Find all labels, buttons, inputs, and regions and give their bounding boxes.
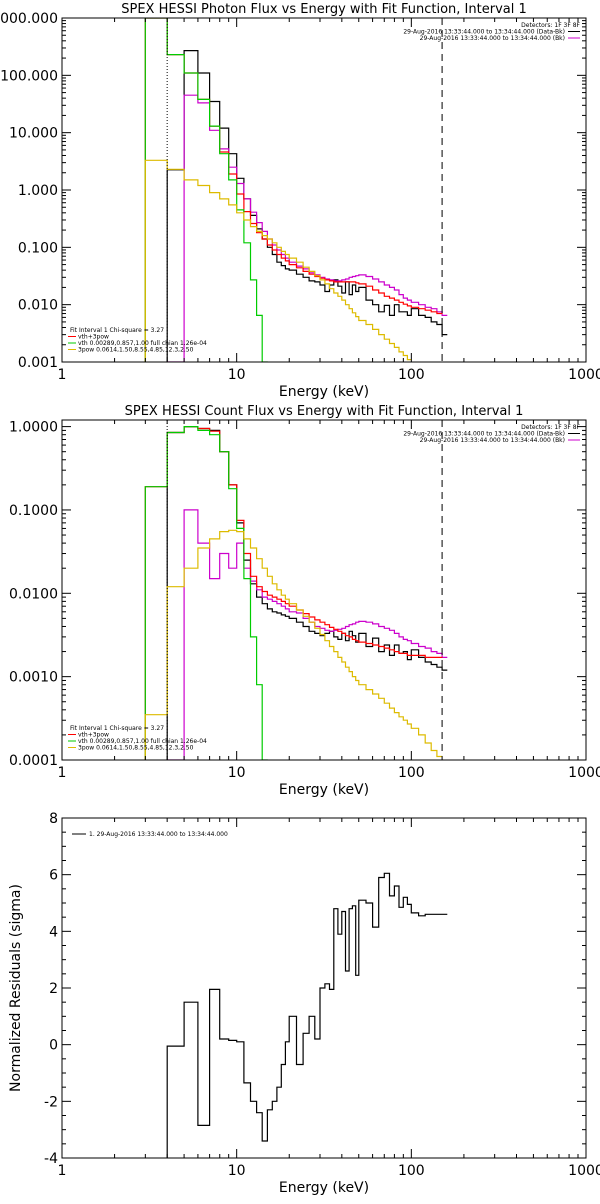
y-tick-label: 0.1000 — [9, 503, 58, 519]
y-tick-label: 1000.000 — [0, 11, 58, 27]
legend-entry: vth+3pow — [78, 732, 109, 739]
x-tick-label: 100 — [398, 367, 425, 383]
y-tick-label: 1.0000 — [9, 420, 58, 436]
series-group — [166, 872, 448, 1158]
legend-entry: Detectors: 1F 3F 8F — [521, 424, 580, 431]
x-tick-label: 10 — [228, 765, 246, 781]
x-axis-label: Energy (keV) — [279, 782, 369, 798]
y-tick-label: 6 — [49, 868, 58, 884]
y-tick-label: 2 — [49, 981, 58, 997]
x-axis-label: Energy (keV) — [279, 384, 369, 400]
legend-entry: Fit Interval 1 Chi-square = 3.27 — [70, 327, 164, 334]
series-line-2 — [167, 94, 448, 362]
chart-panel-2: 1 10 100 1000 0.0001 0.0010 0.0100 0.1000 1.0000… — [9, 404, 600, 798]
y-tick-label: 0.0010 — [9, 670, 58, 686]
series-line-4 — [144, 426, 268, 760]
x-tick-label: 10 — [228, 367, 246, 383]
chart-panel-3: 1 10 100 1000 -4 -2 0 2 4 6 8 Energy (keV) Normalize… — [8, 811, 600, 1196]
series-group — [144, 18, 448, 362]
x-tick-label: 1 — [58, 765, 67, 781]
y-tick-label: 8 — [49, 811, 58, 827]
series-line-5 — [144, 159, 412, 362]
x-tick-label: 1000 — [568, 1163, 600, 1179]
plot-frame — [61, 17, 587, 363]
legend-entry: Detectors: 1F 3F 8F — [521, 22, 580, 29]
x-axis-label: Energy (keV) — [279, 1180, 369, 1196]
series-line-3 — [144, 18, 443, 362]
legend-entry: vth+3pow — [78, 334, 109, 341]
legend-entry: 1. 29-Aug-2016 13:33:44.000 to 13:34:44.… — [89, 831, 228, 838]
y-tick-label: 0.0100 — [9, 586, 58, 602]
x-tick-label: 100 — [398, 1163, 425, 1179]
chart-title: SPEX HESSI Photon Flux vs Energy with Fi… — [121, 2, 527, 17]
x-tick-label: 1 — [58, 1163, 67, 1179]
y-tick-label: 0.010 — [18, 298, 58, 314]
legend-entry: vth 0.00289,0.857,1.00 full chian 1.26e-… — [78, 738, 207, 745]
legend-entry: 29-Aug-2016 13:33:44.000 to 13:34:44.000… — [403, 431, 565, 438]
series-line-4 — [144, 18, 268, 362]
x-tick-label: 1 — [58, 367, 67, 383]
series-line-3 — [144, 426, 443, 760]
series-line-1 — [166, 426, 448, 760]
y-tick-label: 1.000 — [18, 183, 58, 199]
chart-panel-1: 1 10 100 1000 0.001 0.010 0.100 1.000 10.000 100.… — [0, 2, 600, 400]
series-line-1 — [166, 50, 448, 362]
y-tick-label: 0.100 — [18, 240, 58, 256]
y-tick-label: 0.0001 — [9, 753, 58, 769]
legend-entry: 29-Aug-2016 13:33:44.000 to 13:34:44.000… — [420, 35, 565, 42]
y-tick-label: -2 — [44, 1094, 58, 1110]
x-tick-label: 1000 — [568, 367, 600, 383]
legend-entry: Fit Interval 1 Chi-square = 3.27 — [70, 725, 164, 732]
legend-entry: 3pow 0.0614,1.50,8.55,4.85,12.3,2.50 — [78, 347, 194, 354]
series-group — [144, 426, 448, 760]
y-tick-label: 4 — [49, 924, 58, 940]
y-tick-label: 0.001 — [18, 355, 58, 371]
series-line-5 — [144, 529, 443, 760]
y-tick-label: 10.000 — [9, 126, 58, 142]
x-tick-label: 1000 — [568, 765, 600, 781]
y-tick-label: 100.000 — [0, 68, 58, 84]
x-tick-label: 100 — [398, 765, 425, 781]
plot-frame — [61, 419, 587, 761]
x-tick-label: 10 — [228, 1163, 246, 1179]
y-axis-label: Normalized Residuals (sigma) — [8, 884, 24, 1092]
legend-entry: 29-Aug-2016 13:33:44.000 to 13:34:44.000… — [403, 29, 565, 36]
legend-entry: vth 0.00289,0.857,1.00 full chian 1.26e-… — [78, 340, 207, 347]
legend-entry: 29-Aug-2016 13:33:44.000 to 13:34:44.000… — [420, 437, 565, 444]
legend-entry: 3pow 0.0614,1.50,8.55,4.85,12.3,2.50 — [78, 745, 194, 752]
y-tick-label: -4 — [44, 1151, 58, 1167]
series-line-1 — [166, 872, 448, 1158]
y-tick-label: 0 — [49, 1038, 58, 1054]
chart-title: SPEX HESSI Count Flux vs Energy with Fit… — [125, 404, 524, 419]
